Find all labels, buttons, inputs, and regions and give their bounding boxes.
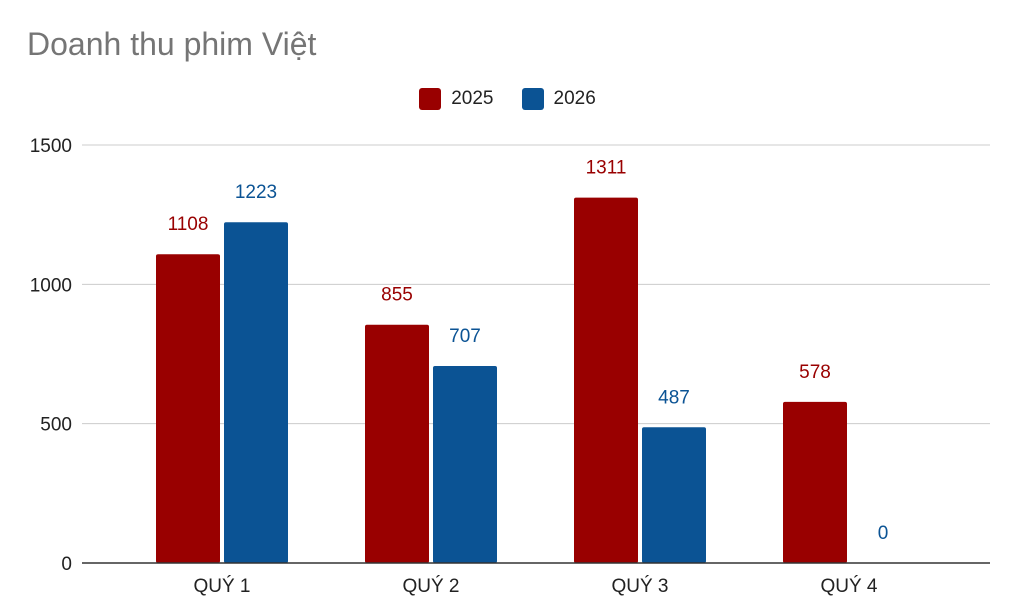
data-label: 487 xyxy=(658,387,690,408)
data-label: 855 xyxy=(381,285,413,306)
y-tick-label: 500 xyxy=(40,415,72,436)
bar xyxy=(574,197,638,563)
x-tick-label: QUÝ 1 xyxy=(193,576,250,597)
bar xyxy=(642,427,706,563)
x-tick-label: QUÝ 4 xyxy=(820,576,877,597)
data-label: 1223 xyxy=(235,182,277,203)
legend-item-series-2: 2026 xyxy=(521,88,596,110)
legend-item-series-1: 2025 xyxy=(419,88,494,110)
bar xyxy=(783,401,847,563)
legend-swatch-series-1 xyxy=(419,88,442,110)
legend-label-series-1: 2025 xyxy=(451,88,494,109)
chart-title: Doanh thu phim Việt xyxy=(27,26,317,62)
legend-swatch-series-2 xyxy=(521,88,544,110)
data-label: 1311 xyxy=(586,158,627,179)
data-label: 0 xyxy=(878,523,889,544)
data-label: 578 xyxy=(799,362,831,383)
legend: 2025 2026 xyxy=(0,88,1015,110)
legend-label-series-2: 2026 xyxy=(553,88,596,109)
bar xyxy=(433,365,497,563)
y-tick-label: 1500 xyxy=(30,136,72,157)
x-tick-label: QUÝ 2 xyxy=(402,576,459,597)
bar xyxy=(224,222,288,563)
x-tick-label: QUÝ 3 xyxy=(611,576,668,597)
bar xyxy=(156,254,220,563)
data-label: 707 xyxy=(449,326,481,347)
bar xyxy=(365,324,429,563)
y-tick-label: 0 xyxy=(61,554,72,575)
y-tick-label: 1000 xyxy=(30,275,72,296)
data-label: 1108 xyxy=(168,214,209,235)
